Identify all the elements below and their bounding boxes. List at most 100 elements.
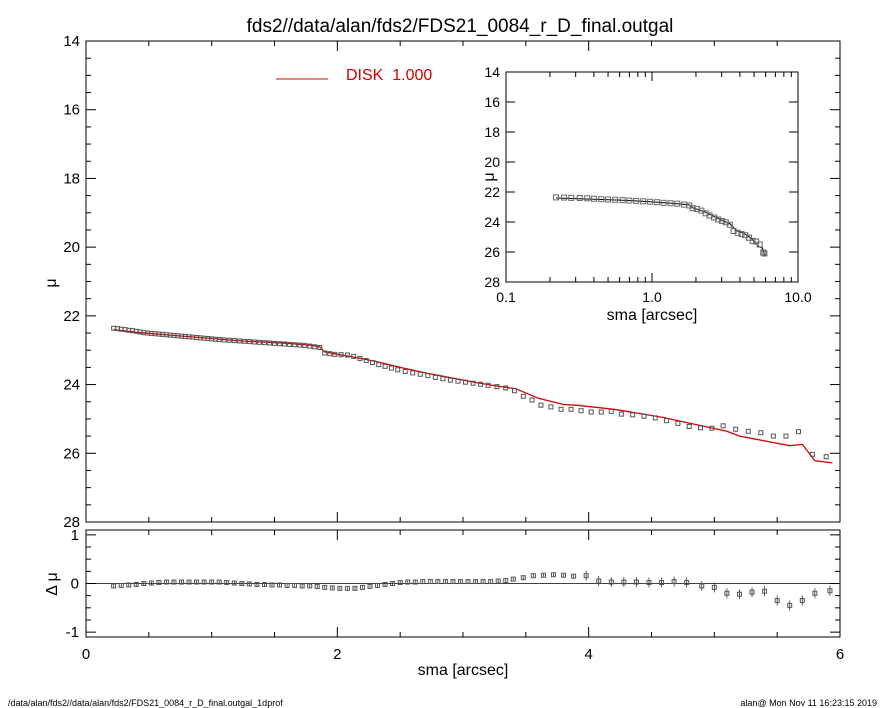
inset-data-point [626, 197, 633, 204]
inset-y-tick-label: 16 [484, 94, 500, 110]
residual-point [133, 581, 139, 587]
data-point [538, 402, 544, 408]
inset-y-tick-label: 24 [484, 214, 500, 230]
residual-point [277, 582, 283, 588]
inset-y-axis-label: μ [481, 172, 498, 181]
residual-point [352, 585, 358, 591]
data-point [388, 365, 394, 371]
x-tick-label: 4 [584, 646, 592, 663]
data-point [770, 433, 776, 439]
data-point [256, 339, 262, 345]
data-point [287, 341, 293, 347]
chart-title: fds2//data/alan/fds2/FDS21_0084_r_D_fina… [247, 16, 674, 37]
data-point [277, 341, 283, 347]
residual-point [284, 582, 290, 588]
inset-y-tick-label: 28 [484, 274, 500, 290]
residual-point [412, 579, 418, 585]
inset-data-point [576, 195, 583, 201]
residual-point [488, 579, 494, 585]
main-data-points [111, 325, 829, 460]
data-point [376, 362, 382, 368]
residual-point [329, 585, 335, 591]
residual-point [375, 582, 381, 588]
data-point [432, 374, 438, 380]
residual-point [405, 579, 411, 585]
data-point [297, 342, 303, 348]
data-point [823, 454, 829, 460]
residual-point [322, 584, 328, 590]
residual-point [118, 582, 124, 588]
residual-data-points [111, 570, 833, 611]
residual-point [736, 591, 742, 597]
inset-data-point [667, 200, 674, 207]
inset-data-point [605, 196, 612, 203]
main-y-tick-label: 18 [63, 170, 80, 187]
x-tick-label: 0 [82, 646, 90, 663]
residual-point [261, 581, 267, 587]
residual-point [465, 579, 471, 585]
residual-point [503, 578, 509, 584]
inset-x-tick-label: 1.0 [642, 289, 662, 305]
data-point [231, 338, 237, 344]
residual-point [699, 583, 705, 589]
data-point [351, 353, 357, 359]
inset-data-point [711, 214, 718, 221]
inset-data-point [749, 237, 756, 244]
inset-y-tick-label: 20 [484, 154, 500, 170]
inset-y-tick-label: 18 [484, 124, 500, 140]
main-y-tick-label: 14 [63, 33, 80, 50]
residual-point [510, 576, 516, 582]
residual-point [684, 580, 690, 586]
residual-point [141, 581, 147, 586]
inset-x-axis-label: sma [arcsec] [607, 307, 698, 324]
inset-data-point [568, 194, 575, 201]
residual-y-tick-label: 0 [71, 576, 79, 593]
residual-point [397, 580, 403, 586]
inset-data-point [561, 194, 568, 201]
data-point [512, 388, 518, 394]
inset-data-point [761, 250, 768, 257]
data-point [261, 340, 267, 346]
residual-point [457, 579, 463, 585]
data-point [529, 397, 535, 403]
residual-point [774, 598, 780, 604]
data-point [455, 378, 461, 384]
data-point [307, 343, 313, 349]
inset-data-point [598, 196, 605, 203]
inset-y-tick-label: 22 [484, 184, 500, 200]
residual-point [224, 580, 230, 586]
residual-point [520, 575, 526, 581]
data-point [332, 351, 338, 357]
main-y-tick-label: 24 [63, 377, 80, 394]
data-point [494, 384, 500, 390]
legend-label: DISK 1.000 [346, 67, 432, 84]
data-point [745, 428, 751, 434]
data-point [410, 370, 416, 376]
data-point [302, 342, 308, 348]
residual-point [382, 581, 388, 587]
data-point [470, 380, 476, 386]
residual-point [163, 579, 169, 585]
data-point [251, 339, 257, 345]
inset-data-point [619, 197, 626, 204]
data-point [272, 340, 277, 346]
inset-x-tick-label: 0.1 [496, 289, 516, 305]
data-point [395, 367, 401, 373]
data-point [246, 339, 252, 345]
residual-point [812, 590, 818, 596]
data-point [598, 409, 604, 415]
inset-data-point [738, 231, 745, 237]
data-point [568, 406, 574, 412]
data-point [266, 340, 272, 346]
residual-point [633, 579, 639, 585]
main-y-tick-label: 22 [63, 308, 80, 325]
main-model-line [113, 328, 833, 464]
data-point [608, 408, 614, 414]
data-point [221, 337, 227, 343]
inset-data-points [552, 194, 768, 257]
data-point [758, 430, 764, 436]
residual-point [201, 579, 207, 585]
data-point [312, 344, 318, 350]
data-point [733, 426, 739, 432]
